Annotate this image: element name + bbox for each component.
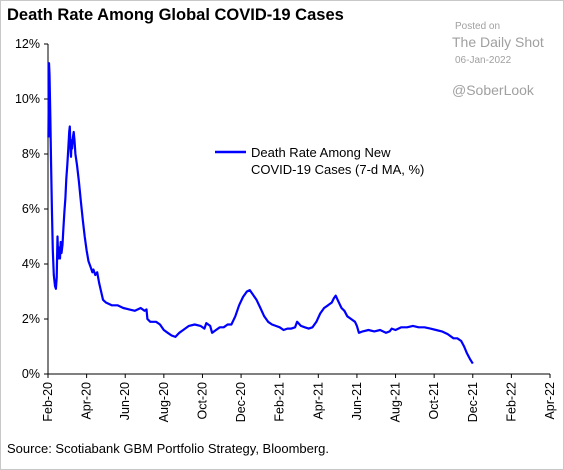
legend-label-line1: Death Rate Among New xyxy=(251,145,391,160)
y-tick-label: 6% xyxy=(22,202,40,216)
source-note: Source: Scotiabank GBM Portfolio Strateg… xyxy=(7,441,330,456)
x-tick-label: Aug-20 xyxy=(157,382,171,422)
x-tick-label: Feb-22 xyxy=(504,382,518,422)
x-tick-label: Feb-20 xyxy=(41,382,55,422)
watermark-posted: Posted on xyxy=(455,21,501,32)
x-tick-label: Feb-21 xyxy=(273,382,287,422)
axes xyxy=(44,43,551,378)
x-tick-label: Aug-21 xyxy=(389,382,403,422)
y-tick-label: 12% xyxy=(15,37,40,51)
y-tick-label: 0% xyxy=(22,367,40,381)
y-tick-label: 8% xyxy=(22,147,40,161)
series-line xyxy=(47,62,474,365)
watermark-handle: @SoberLook xyxy=(452,82,534,98)
x-tick-label: Dec-20 xyxy=(234,382,248,422)
x-tick-label: Apr-21 xyxy=(311,382,325,420)
y-tick-label: 4% xyxy=(22,257,40,271)
y-tick-labels: 0% 2% 4% 6% 8% 10% 12% xyxy=(15,37,40,381)
x-tick-label: Jun-21 xyxy=(350,382,364,420)
y-tick-label: 10% xyxy=(15,92,40,106)
watermark-site: The Daily Shot xyxy=(452,34,544,50)
watermark-date: 06-Jan-2022 xyxy=(455,55,512,66)
x-tick-label: Oct-20 xyxy=(195,382,209,420)
x-tick-labels: Feb-20 Apr-20 Jun-20 Aug-20 Oct-20 Dec-20 Feb-… xyxy=(41,382,557,422)
x-tick-label: Apr-22 xyxy=(543,382,557,420)
y-tick-label: 2% xyxy=(22,312,40,326)
x-tick-label: Apr-20 xyxy=(80,382,94,420)
x-tick-label: Oct-21 xyxy=(427,382,441,420)
x-tick-label: Dec-21 xyxy=(466,382,480,422)
legend-label-line2: COVID-19 Cases (7-d MA, %) xyxy=(251,162,424,177)
x-tick-label: Jun-20 xyxy=(118,382,132,420)
chart-title: Death Rate Among Global COVID-19 Cases xyxy=(7,6,344,24)
